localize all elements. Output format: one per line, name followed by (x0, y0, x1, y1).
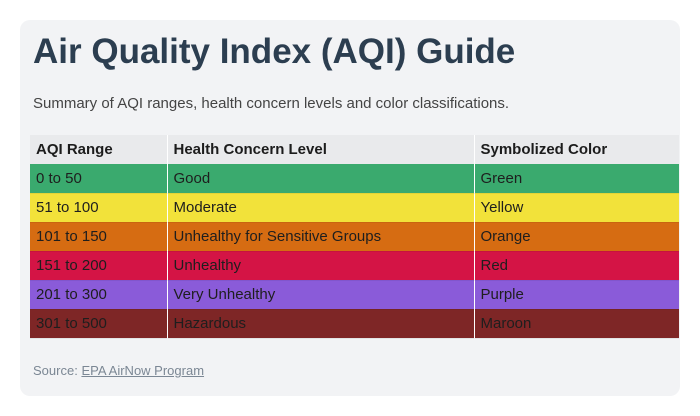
cell-health-concern: Unhealthy (167, 251, 475, 281)
column-header-aqi-range: AQI Range (30, 135, 168, 164)
cell-aqi-range: 51 to 100 (30, 193, 168, 223)
page-subtitle: Summary of AQI ranges, health concern le… (33, 95, 510, 112)
cell-health-concern: Hazardous (167, 309, 475, 339)
table-row: 51 to 100 Moderate Yellow (30, 193, 679, 223)
cell-symbolized-color: Red (474, 251, 679, 281)
cell-aqi-range: 151 to 200 (30, 251, 168, 281)
source-link[interactable]: EPA AirNow Program (81, 363, 205, 378)
table-row: 101 to 150 Unhealthy for Sensitive Group… (30, 222, 679, 252)
cell-symbolized-color: Purple (474, 280, 679, 310)
cell-aqi-range: 301 to 500 (30, 309, 168, 339)
cell-symbolized-color: Yellow (474, 193, 679, 223)
cell-health-concern: Unhealthy for Sensitive Groups (167, 222, 475, 252)
cell-symbolized-color: Maroon (474, 309, 679, 339)
cell-aqi-range: 0 to 50 (30, 164, 168, 194)
page-title: Air Quality Index (AQI) Guide (33, 32, 516, 71)
column-header-symbolized-color: Symbolized Color (474, 135, 679, 164)
cell-health-concern: Good (167, 164, 475, 194)
cell-symbolized-color: Green (474, 164, 679, 194)
column-header-health-concern: Health Concern Level (167, 135, 475, 164)
cell-health-concern: Moderate (167, 193, 475, 223)
aqi-guide-card: Air Quality Index (AQI) Guide Summary of… (20, 20, 680, 396)
aqi-table: AQI Range Health Concern Level Symbolize… (30, 135, 679, 339)
source-label: Source: (33, 363, 78, 378)
table-row: 201 to 300 Very Unhealthy Purple (30, 280, 679, 310)
table-row: 151 to 200 Unhealthy Red (30, 251, 679, 281)
table-row: 301 to 500 Hazardous Maroon (30, 309, 679, 339)
cell-health-concern: Very Unhealthy (167, 280, 475, 310)
table-row: 0 to 50 Good Green (30, 164, 679, 194)
cell-aqi-range: 201 to 300 (30, 280, 168, 310)
table-header-row: AQI Range Health Concern Level Symbolize… (30, 135, 679, 164)
source-note: Source: EPA AirNow Program (33, 362, 204, 380)
cell-aqi-range: 101 to 150 (30, 222, 168, 252)
cell-symbolized-color: Orange (474, 222, 679, 252)
